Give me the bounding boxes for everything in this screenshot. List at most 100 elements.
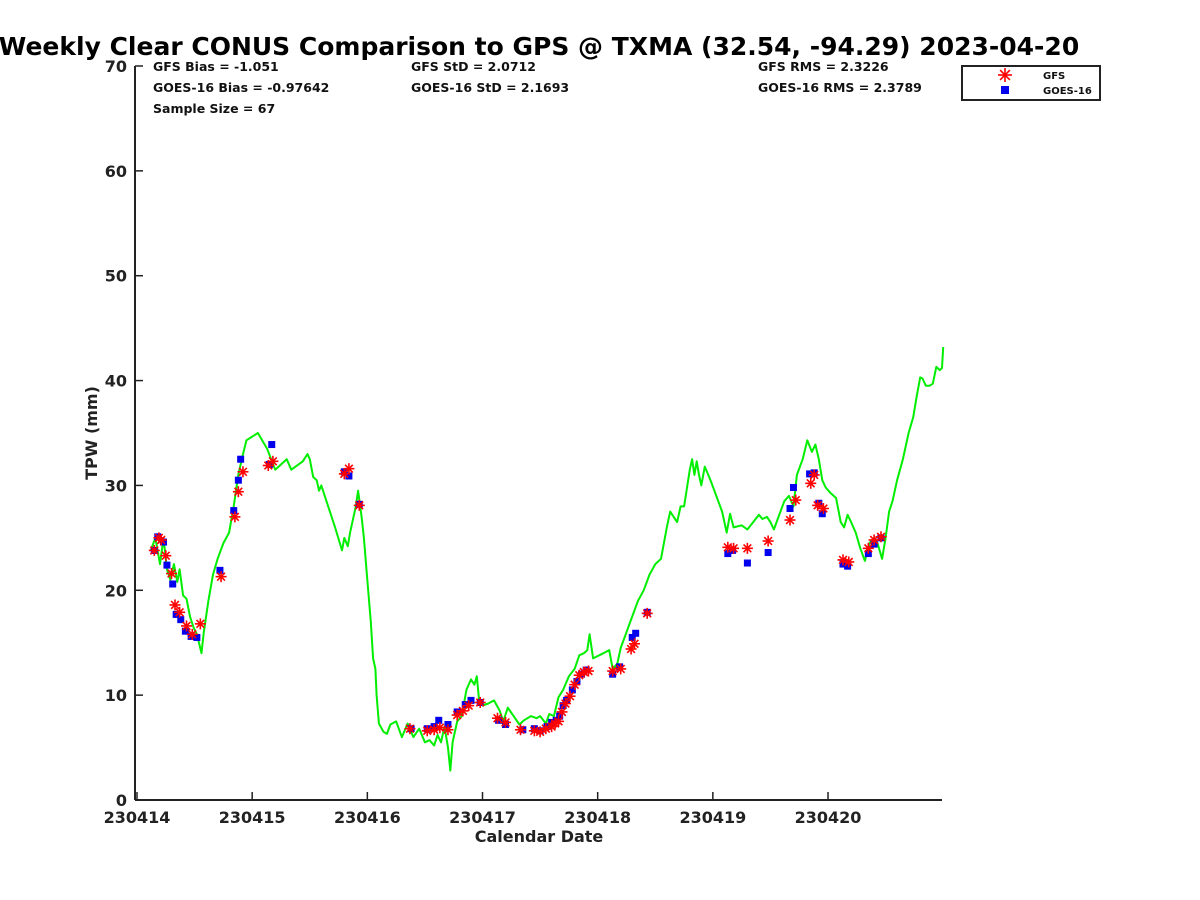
goes-16-point: [552, 716, 560, 724]
gfs-point: [155, 534, 167, 546]
gfs-point: [186, 628, 198, 640]
goes-16-point: [568, 686, 576, 694]
gfs-point: [515, 724, 527, 736]
legend-goes-label: GOES-16: [1043, 86, 1092, 97]
y-tick-label: 40: [105, 372, 127, 391]
gfs-point: [762, 535, 774, 547]
goes-16-point: [345, 472, 353, 480]
gfs-point: [194, 618, 206, 630]
x-tick-label: 230416: [334, 808, 401, 827]
legend-goes-marker: [1001, 86, 1009, 94]
gfs-point: [267, 455, 279, 467]
gfs-point: [862, 542, 874, 554]
goes-16-point: [628, 633, 636, 641]
statistics-panel: GFS Bias = -1.051 GOES-16 Bias = -0.9764…: [153, 59, 922, 116]
y-tick-label: 0: [116, 791, 127, 810]
gfs-point: [463, 700, 475, 712]
legend-gfs-marker: [998, 68, 1012, 82]
goes-16-point: [234, 476, 242, 484]
goes-16-point: [806, 470, 814, 478]
goes-16-point: [172, 610, 180, 618]
goes-16-point: [764, 549, 772, 557]
gfs-point: [875, 531, 887, 543]
y-axis-label: TPW (mm): [82, 386, 101, 480]
goes-16-point: [216, 566, 224, 574]
gfs-point: [353, 499, 365, 511]
y-tick-label: 10: [105, 686, 127, 705]
goes-16-point: [461, 701, 469, 709]
gfs-point: [784, 514, 796, 526]
goes-16-point: [163, 561, 171, 569]
y-tick-label: 20: [105, 581, 127, 600]
goes-16-point: [230, 507, 238, 515]
goes-16-point: [844, 562, 852, 570]
legend-gfs-asterisk: [998, 68, 1012, 82]
goes-16-point: [435, 716, 443, 724]
legend: GFS GOES-16: [961, 65, 1101, 101]
gfs-point: [169, 599, 181, 611]
gfs-point: [805, 477, 817, 489]
gfs-point: [582, 665, 594, 677]
gfs-point: [615, 663, 627, 675]
gfs-point: [629, 638, 641, 650]
y-axis-ticks: 0 10 20 30 40 50 60 70: [105, 57, 143, 810]
goes-16-point: [818, 510, 826, 518]
goes-16-point: [556, 712, 564, 720]
gfs-point: [741, 542, 753, 554]
gfs-point: [607, 665, 619, 677]
x-axis-label: Calendar Date: [475, 827, 604, 846]
gfs-point: [843, 556, 855, 568]
y-tick-label: 50: [105, 267, 127, 286]
gfs-point: [728, 542, 740, 554]
gfs-series: [148, 455, 887, 738]
y-tick-label: 60: [105, 162, 127, 181]
gfs-point: [237, 466, 249, 478]
gfs-point: [559, 698, 571, 710]
x-axis-ticks: 230414 230415 230416 230417 230418 230419 2304…: [104, 792, 862, 827]
x-tick-label: 230419: [679, 808, 746, 827]
gfs-point: [229, 511, 241, 523]
goes-16-point: [193, 633, 201, 641]
goes-16-point: [467, 696, 475, 704]
gfs-point: [564, 690, 576, 702]
y-tick-label: 70: [105, 57, 127, 76]
gfs-point: [569, 679, 581, 691]
gfs-point: [421, 725, 433, 737]
sample-size-text: Sample Size = 67: [153, 101, 275, 116]
gfs-point: [148, 544, 160, 556]
gps-series: [149, 346, 945, 772]
gfs-point: [181, 620, 193, 632]
goes-rms-text: GOES-16 RMS = 2.3789: [758, 80, 922, 95]
gfs-point: [553, 715, 565, 727]
x-tick-label: 230420: [795, 808, 862, 827]
gfs-point: [343, 463, 355, 475]
gfs-point: [174, 606, 186, 618]
goes-16-point: [724, 550, 732, 558]
gfs-point: [474, 696, 486, 708]
goes-bias-text: GOES-16 Bias = -0.97642: [153, 80, 329, 95]
legend-box: [961, 65, 1101, 101]
y-tick-label: 30: [105, 476, 127, 495]
gfs-point: [451, 709, 463, 721]
goes-16-point: [632, 629, 640, 637]
x-tick-label: 230417: [449, 808, 516, 827]
gfs-point: [160, 550, 172, 562]
legend-gfs-label: GFS: [1043, 71, 1065, 82]
goes-16-point: [181, 627, 189, 635]
gfs-point: [442, 724, 454, 736]
goes-16-point: [169, 580, 177, 588]
goes-16-point: [268, 441, 276, 449]
chart-title: Weekly Clear CONUS Comparison to GPS @ T…: [0, 32, 1079, 61]
gfs-point: [556, 706, 568, 718]
gfs-point: [790, 494, 802, 506]
gfs-std-text: GFS StD = 2.0712: [411, 59, 536, 74]
x-tick-label: 230418: [564, 808, 631, 827]
gfs-point: [166, 568, 178, 580]
gfs-point: [404, 723, 416, 735]
gfs-point: [500, 716, 512, 728]
gfs-point: [491, 712, 503, 724]
gfs-point: [232, 486, 244, 498]
gfs-point: [808, 469, 820, 481]
